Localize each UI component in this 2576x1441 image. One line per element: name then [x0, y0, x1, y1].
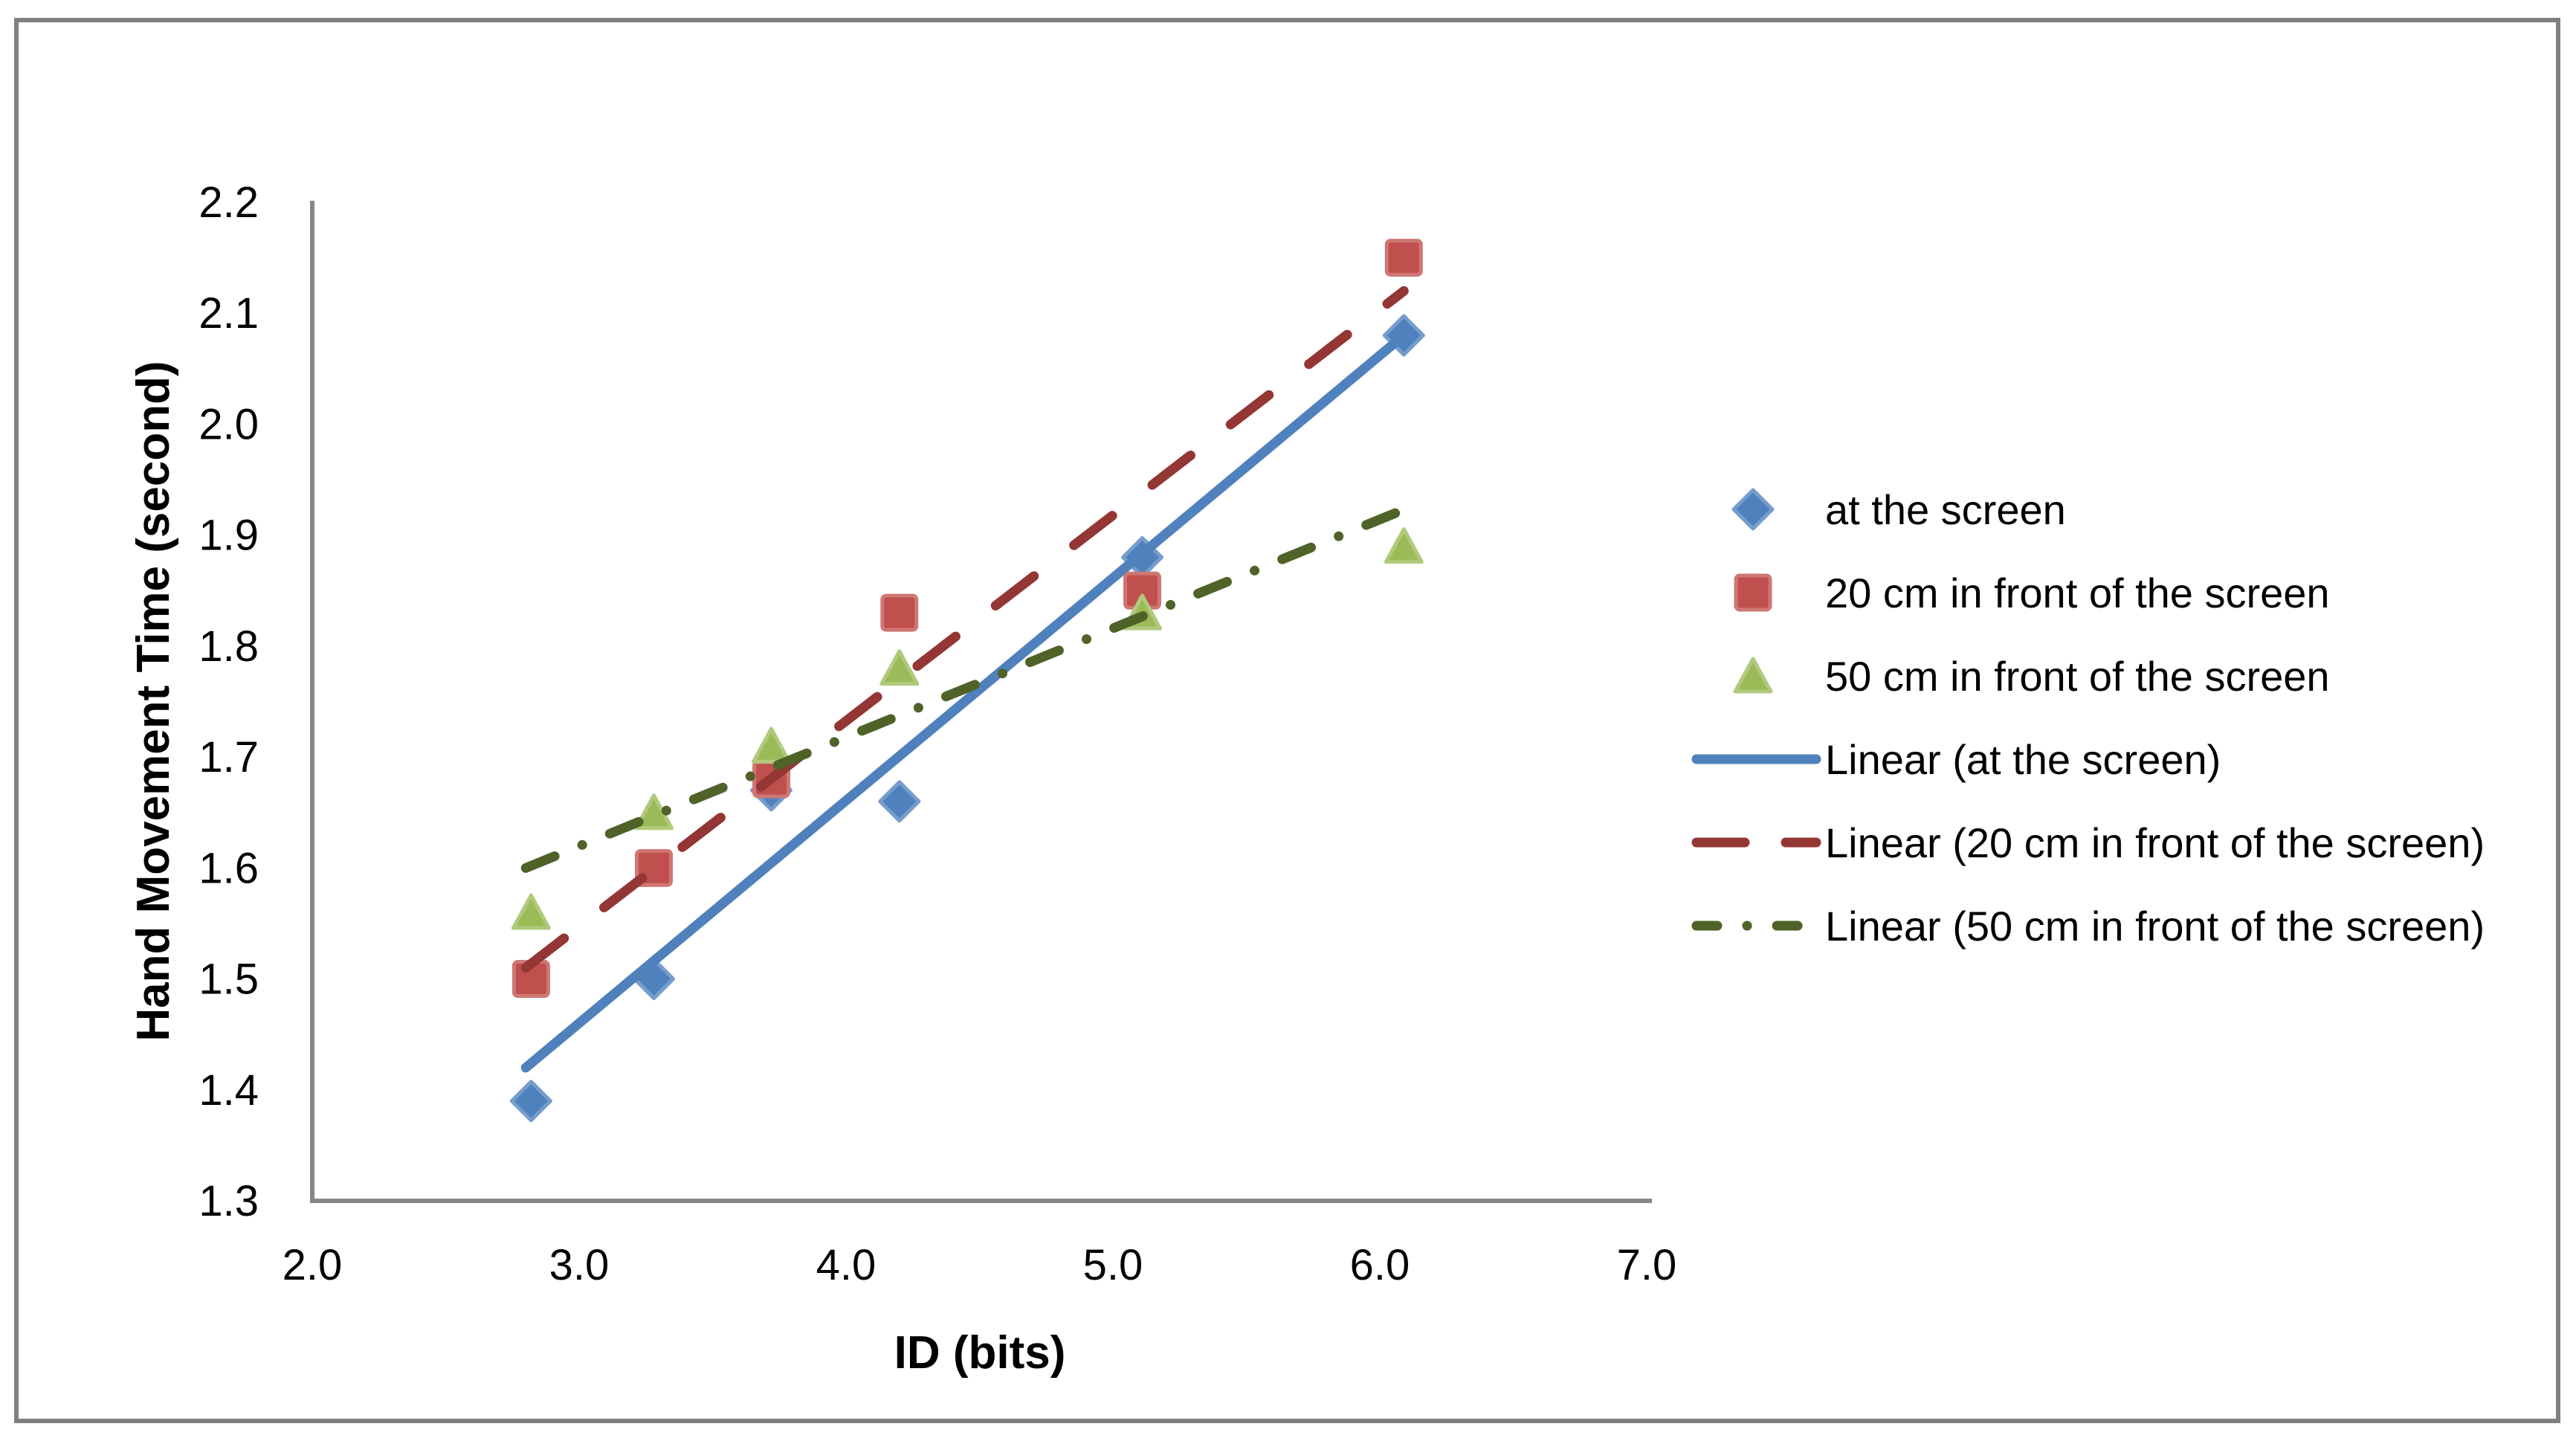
x-axis-tick-label: 6.0 — [1350, 1241, 1410, 1289]
y-axis-tick-label: 1.5 — [198, 955, 259, 1004]
axis-lines — [310, 201, 1652, 1203]
data-point-triangle-6 — [1384, 527, 1424, 564]
data-point-square-4 — [880, 593, 919, 632]
data-point-square-6 — [1384, 239, 1423, 277]
trendline-dashdot — [520, 508, 1401, 873]
data-point-triangle-3 — [751, 726, 791, 764]
legend-triangle-swatch — [1733, 657, 1773, 694]
y-axis-tick-label: 1.4 — [198, 1066, 259, 1115]
y-axis-tick-label: 1.7 — [198, 733, 259, 781]
y-axis-tick-label: 1.8 — [198, 622, 259, 671]
legend-item-label: 20 cm in front of the screen — [1825, 570, 2330, 616]
legend-item-label: 50 cm in front of the screen — [1825, 653, 2330, 700]
y-axis-tick-label: 2.2 — [198, 178, 259, 227]
y-axis-tick-label: 2.1 — [198, 289, 259, 338]
x-axis-tick-label: 4.0 — [816, 1241, 877, 1289]
legend-item-label: at the screen — [1825, 486, 2066, 533]
legend-square-swatch — [1734, 573, 1772, 612]
data-point-triangle-1 — [511, 893, 551, 930]
legend-item-label: Linear (at the screen) — [1825, 736, 2221, 783]
legend-diamond-swatch — [1731, 488, 1775, 531]
y-axis-tick-label: 1.3 — [198, 1177, 259, 1225]
y-axis-tick-label: 1.9 — [198, 512, 259, 560]
x-axis-tick-label: 3.0 — [549, 1241, 610, 1289]
data-point-diamond-1 — [509, 1080, 552, 1123]
x-axis-title: ID (bits) — [894, 1327, 1066, 1379]
y-axis-tick-label: 2.0 — [198, 400, 259, 448]
data-point-triangle-4 — [879, 649, 920, 686]
x-axis-tick-label: 2.0 — [283, 1241, 343, 1289]
y-axis-title: Hand Movement Time (second) — [128, 361, 179, 1041]
x-axis-tick-label: 5.0 — [1083, 1241, 1143, 1289]
legend-item-label: Linear (50 cm in front of the screen) — [1825, 903, 2485, 950]
trendline-solid — [520, 330, 1409, 1073]
trendline-dash — [520, 286, 1409, 973]
y-axis-tick-label: 1.6 — [198, 844, 259, 892]
x-axis-tick-label: 7.0 — [1617, 1241, 1677, 1289]
data-point-diamond-4 — [878, 780, 921, 823]
legend-item-label: Linear (20 cm in front of the screen) — [1825, 819, 2485, 866]
